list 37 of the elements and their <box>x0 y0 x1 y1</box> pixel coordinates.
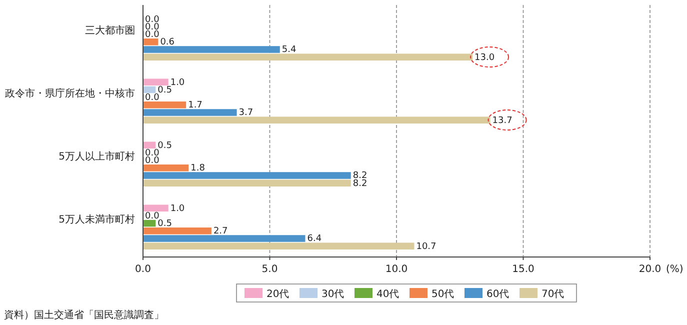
text: 資料）国土交通省「国民意識調査」 <box>4 309 164 321</box>
data-label: 13.0 <box>474 52 495 63</box>
data-label: 0.0 <box>145 211 160 222</box>
data-label: 8.2 <box>352 178 368 189</box>
x-tick-label: 10.0 <box>385 264 408 275</box>
data-label: 1.8 <box>190 164 206 174</box>
data-label: 1.0 <box>170 78 185 88</box>
data-label: 10.7 <box>416 242 436 252</box>
data-label: 1.0 <box>170 204 185 214</box>
data-label: 5.4 <box>282 45 296 56</box>
legend-label: 70代 <box>542 289 564 300</box>
x-tick-label: 0.0 <box>135 264 151 275</box>
data-label: 0.5 <box>158 140 172 151</box>
data-label: 3.7 <box>238 108 254 118</box>
legend-label: 50代 <box>432 289 454 300</box>
data-label: 13.7 <box>492 116 512 126</box>
data-label: 0.0 <box>145 30 160 40</box>
data-label: 0.0 <box>145 93 160 103</box>
x-tick-label: 20.0 <box>638 264 662 275</box>
y-tick-label: 政令市・県庁所在地・中核市 <box>5 88 135 100</box>
legend-label: 30代 <box>322 289 344 300</box>
data-label: 2.7 <box>213 226 228 237</box>
data-label: 6.4 <box>307 234 322 244</box>
y-tick-label: 5万人以上市町村 <box>58 150 135 163</box>
x-tick-label: 15.0 <box>512 264 534 275</box>
legend-label: 40代 <box>376 289 400 300</box>
data-label: 0.5 <box>158 219 172 229</box>
y-tick-label: 三大都市圏 <box>85 24 135 37</box>
legend-label: 20代 <box>266 289 290 300</box>
x-axis-title: (%) <box>666 264 684 275</box>
y-tick-label: 5万人未満市町村 <box>58 214 135 226</box>
data-label: 0.6 <box>160 38 175 48</box>
data-label: 0.0 <box>145 156 160 166</box>
x-tick-label: 5.0 <box>262 264 278 275</box>
data-label: 1.7 <box>188 100 202 111</box>
data-label: 0.5 <box>158 85 172 96</box>
legend-label: 60代 <box>486 289 510 300</box>
